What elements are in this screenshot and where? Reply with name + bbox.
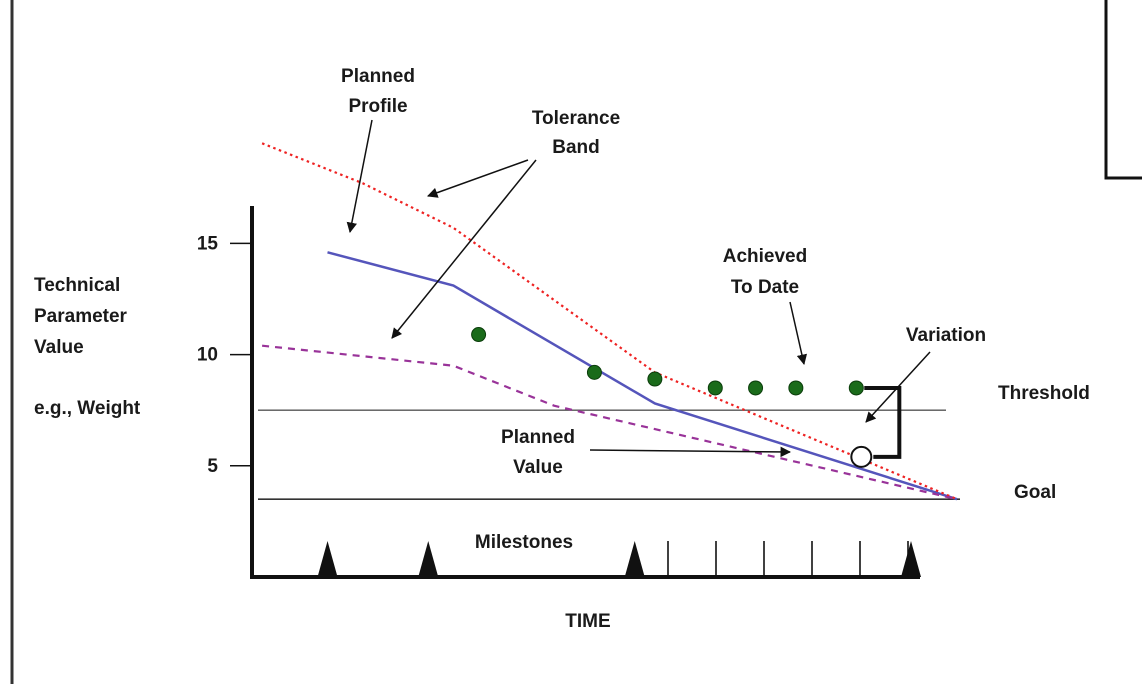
variation-bracket xyxy=(864,385,902,459)
planned-profile-line xyxy=(327,251,958,501)
achieved-point-1 xyxy=(471,327,487,343)
x-axis-label: TIME xyxy=(565,611,610,632)
ylabel-line-3: Value xyxy=(34,337,84,358)
achieved-point-4 xyxy=(707,380,723,396)
ylabel-line-1: Technical xyxy=(34,275,120,296)
tolerance-arrow-lower xyxy=(391,159,537,339)
tolerance-lower-line xyxy=(261,344,958,501)
milestones-label: Milestones xyxy=(475,532,573,553)
threshold-label: Threshold xyxy=(998,383,1090,404)
planned-value-arrow xyxy=(589,446,792,458)
y-axis-label: Technical Parameter Value e.g., Weight xyxy=(34,275,141,419)
achieved-point-5 xyxy=(748,380,764,396)
ylabel-example: e.g., Weight xyxy=(34,398,141,419)
achieved-to-date-label-1: Achieved xyxy=(723,246,807,267)
planned-value-marker xyxy=(850,445,873,468)
tolerance-arrow-upper xyxy=(427,159,529,198)
y-tick-label-10: 10 xyxy=(197,345,218,366)
ylabel-line-2: Parameter xyxy=(34,306,128,327)
achieved-point-6 xyxy=(788,380,804,396)
milestone-2 xyxy=(418,541,439,577)
variation-arrow xyxy=(865,351,931,423)
goal-label: Goal xyxy=(1014,482,1056,503)
achieved-point-3 xyxy=(647,371,663,387)
y-tick-label-5: 5 xyxy=(207,456,218,477)
tolerance-band-label-1: Tolerance xyxy=(532,108,620,129)
corner-frame xyxy=(1104,0,1142,180)
achieved-point-2 xyxy=(586,364,602,380)
planned-value-label-2: Value xyxy=(513,457,563,478)
milestone-1 xyxy=(317,541,338,577)
achieved-to-date-arrow xyxy=(789,301,808,366)
achieved-to-date-label-2: To Date xyxy=(731,277,799,298)
planned-profile-label-1: Planned xyxy=(341,66,415,87)
planned-value-label-1: Planned xyxy=(501,427,575,448)
planned-profile-label-2: Profile xyxy=(348,96,407,117)
y-tick-label-15: 15 xyxy=(197,233,219,254)
tolerance-band-label-2: Band xyxy=(552,137,600,158)
milestone-4 xyxy=(901,541,921,577)
variation-label: Variation xyxy=(906,325,986,346)
milestone-3 xyxy=(624,541,645,577)
tolerance-upper-line xyxy=(261,142,958,501)
achieved-point-7 xyxy=(848,380,864,396)
planned-profile-arrow xyxy=(346,119,373,234)
